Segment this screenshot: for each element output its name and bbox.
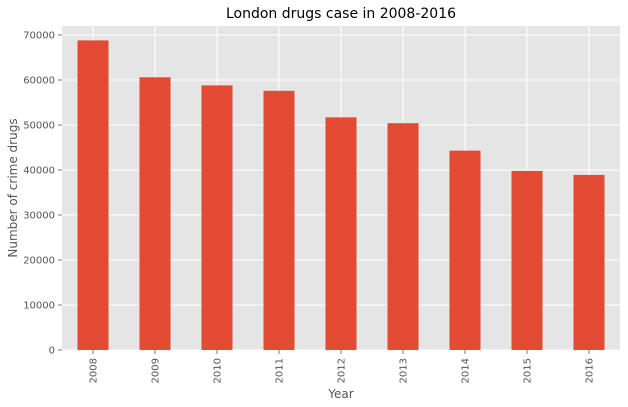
x-tick-label: 2008: [89, 358, 100, 383]
x-tick-label: 2012: [337, 358, 348, 383]
y-tick-label: 70000: [23, 31, 55, 42]
bar-2016: [573, 174, 605, 350]
x-tick-label: 2010: [213, 358, 224, 383]
y-axis-ticks: 0 10000 20000 30000 40000 50000 60000 70000: [23, 31, 62, 357]
bar-2011: [263, 90, 295, 351]
x-axis-ticks: 2008 2009 2010 2011 2012 2013 2014 2015 2016: [89, 350, 596, 383]
y-tick-label: 60000: [23, 76, 55, 87]
bars-group: [77, 40, 605, 351]
x-tick-label: 2011: [275, 358, 286, 383]
y-tick-label: 10000: [23, 301, 55, 312]
y-tick-label: 20000: [23, 256, 55, 267]
bar-2012: [325, 117, 357, 350]
x-tick-label: 2014: [461, 358, 472, 383]
x-tick-label: 2009: [151, 358, 162, 383]
y-tick-label: 30000: [23, 211, 55, 222]
y-axis-label: Number of crime drugs: [6, 118, 20, 257]
bar-2013: [387, 123, 419, 350]
x-tick-label: 2013: [399, 358, 410, 383]
bar-2015: [511, 170, 543, 350]
x-axis-label: Year: [327, 387, 353, 401]
y-tick-label: 40000: [23, 166, 55, 177]
bar-2014: [449, 150, 481, 350]
bar-2008: [77, 40, 109, 351]
x-tick-label: 2016: [585, 358, 596, 383]
chart-title: London drugs case in 2008-2016: [226, 6, 456, 22]
y-tick-label: 0: [49, 346, 55, 357]
bar-2009: [139, 77, 171, 351]
x-tick-label: 2015: [523, 358, 534, 383]
y-tick-label: 50000: [23, 121, 55, 132]
bar-2010: [201, 85, 233, 351]
